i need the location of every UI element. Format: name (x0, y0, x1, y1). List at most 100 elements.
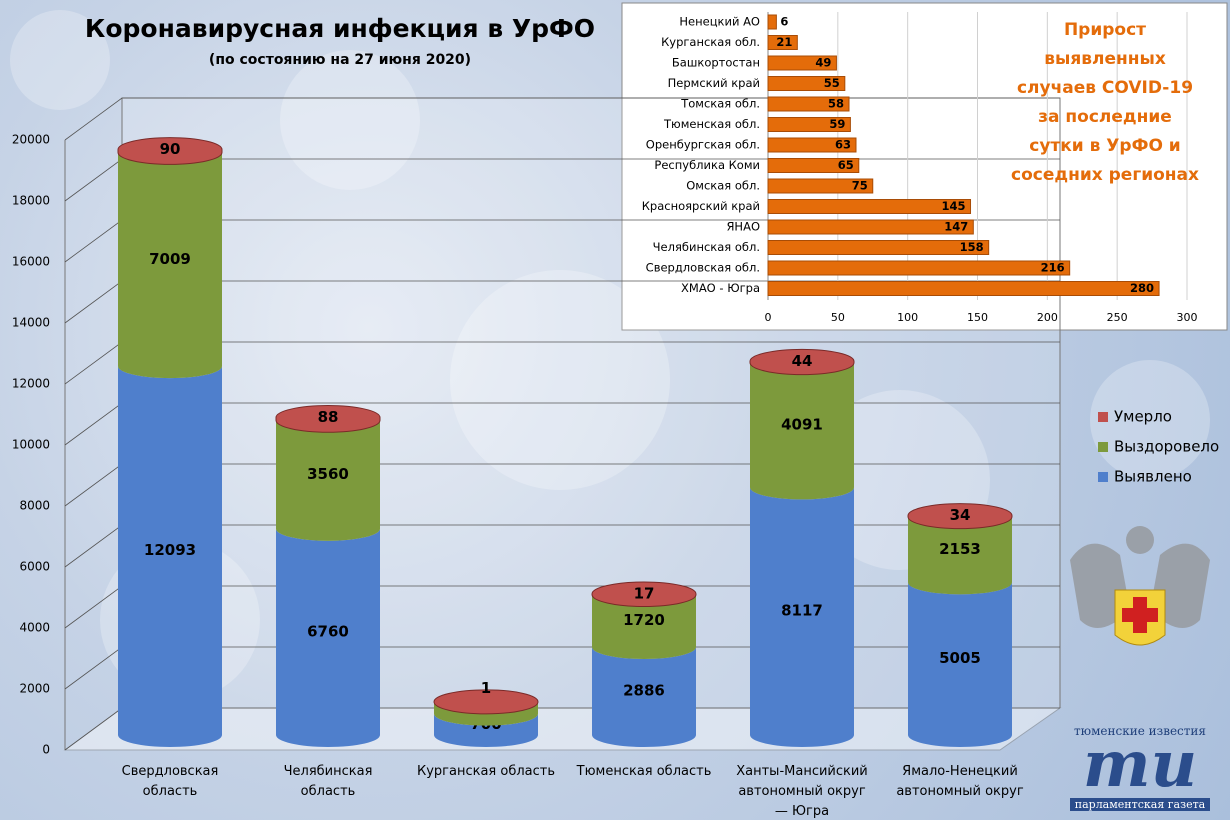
data-label: 17 (634, 584, 655, 602)
data-label: 1 (481, 679, 491, 697)
legend-label: Умерло (1114, 408, 1172, 426)
y-tick-label: 2000 (19, 682, 50, 696)
data-label: 5005 (939, 649, 981, 667)
legend-label: Выявлено (1114, 468, 1192, 486)
data-label: 21 (776, 35, 792, 49)
data-label: 65 (838, 158, 854, 172)
y-tick-label: 10000 (12, 438, 50, 452)
data-label: 88 (318, 408, 339, 426)
bar-segment (275, 405, 381, 433)
bar (767, 137, 857, 153)
bar-segment (592, 594, 696, 659)
bar-segment (592, 646, 696, 747)
data-label: 8117 (781, 602, 823, 620)
logo-letters: ти (1082, 727, 1198, 802)
data-label: 58 (828, 97, 844, 111)
bar (767, 158, 860, 173)
bar-segment (276, 528, 380, 747)
data-label: 75 (852, 179, 868, 193)
y-tick-label: Омская обл. (686, 179, 760, 193)
y-tick-label: Республика Коми (654, 158, 760, 172)
x-tick-label: 0 (765, 311, 772, 324)
x-tick-label: Ямало-Ненецкий автономный округ (896, 764, 1024, 799)
bar (767, 96, 850, 112)
data-label: 1720 (623, 611, 665, 629)
x-tick-label: 100 (897, 311, 918, 324)
y-tick-label: 14000 (12, 316, 50, 330)
y-tick-label: Курганская обл. (661, 35, 760, 49)
y-tick-label: 0 (42, 743, 50, 757)
bar (767, 178, 874, 194)
data-label: 2886 (623, 681, 665, 699)
x-tick-label: Челябинская область (283, 764, 373, 799)
chart-title: Коронавирусная инфекция в УрФО (84, 14, 596, 43)
data-label: 3560 (307, 465, 349, 483)
y-tick-label: Томская обл. (680, 97, 760, 111)
bar-segment (907, 503, 1013, 530)
bar (767, 117, 851, 132)
x-tick-label: 50 (831, 311, 845, 324)
y-tick-label: 16000 (12, 255, 50, 269)
y-tick-label: ЯНАО (726, 220, 760, 234)
y-tick-label: Красноярский край (642, 199, 760, 213)
data-label: 34 (950, 506, 971, 524)
bar-segment (908, 516, 1012, 595)
bar (767, 240, 990, 255)
x-tick-label: Курганская область (416, 764, 556, 779)
y-tick-label: Тюменская обл. (663, 117, 760, 131)
data-label: 12093 (144, 541, 196, 559)
bar (767, 219, 974, 235)
y-tick-label: 6000 (19, 560, 50, 574)
x-tick-label: 200 (1037, 311, 1058, 324)
y-tick-label: 12000 (12, 377, 50, 391)
bar-segment (434, 713, 538, 747)
data-label: 90 (160, 140, 181, 158)
data-label: 6760 (307, 622, 349, 640)
data-label: 55 (824, 76, 840, 90)
legend-swatch (1098, 412, 1108, 422)
y-tick-label: Пермский край (668, 76, 760, 90)
bar-segment (750, 487, 854, 747)
logo-top: тюменские известия (1074, 724, 1206, 738)
data-label: 63 (835, 138, 851, 152)
data-label: 59 (829, 117, 845, 131)
bar (767, 199, 972, 214)
data-label: 2153 (939, 540, 981, 558)
bar-segment (749, 348, 855, 376)
data-label: 4091 (781, 416, 823, 434)
data-label: 7009 (149, 250, 191, 268)
bar-segment (433, 689, 539, 715)
chart-subtitle: (по состоянию на 27 июня 2020) (208, 52, 472, 68)
bar (767, 281, 1160, 296)
data-label: 44 (792, 352, 813, 370)
bar (767, 35, 798, 50)
inset-title: Прирост выявленных случаев COVID-19 за п… (1011, 20, 1199, 185)
y-tick-label: 8000 (19, 499, 50, 513)
grid-line (64, 97, 1060, 141)
legend-swatch (1098, 442, 1108, 452)
legend-swatch (1098, 472, 1108, 482)
y-tick-label: ХМАО - Югра (681, 281, 760, 295)
bar-segment (118, 152, 222, 379)
bar-segment (908, 582, 1012, 747)
y-tick-label: Башкортостан (672, 56, 760, 70)
data-label: 216 (1041, 261, 1065, 275)
bar (767, 55, 837, 71)
x-tick-label: 150 (967, 311, 988, 324)
x-tick-label: Ханты-Мансийский автономный округ — Югра (736, 764, 868, 819)
data-label: 6 (780, 15, 788, 29)
bar (767, 260, 1071, 276)
y-tick-label: Ненецкий АО (679, 15, 760, 29)
data-label: 147 (944, 220, 968, 234)
data-label: 158 (960, 240, 984, 254)
x-tick-label: Свердловская область (121, 764, 219, 799)
y-tick-label: Оренбургская обл. (646, 138, 760, 152)
y-tick-label: 4000 (19, 621, 50, 635)
x-tick-label: Тюменская область (576, 764, 712, 779)
legend-label: Выздоровело (1114, 438, 1219, 456)
bar (767, 14, 777, 30)
x-tick-label: 250 (1107, 311, 1128, 324)
bar-segment (434, 701, 538, 726)
data-label: 145 (942, 199, 966, 213)
